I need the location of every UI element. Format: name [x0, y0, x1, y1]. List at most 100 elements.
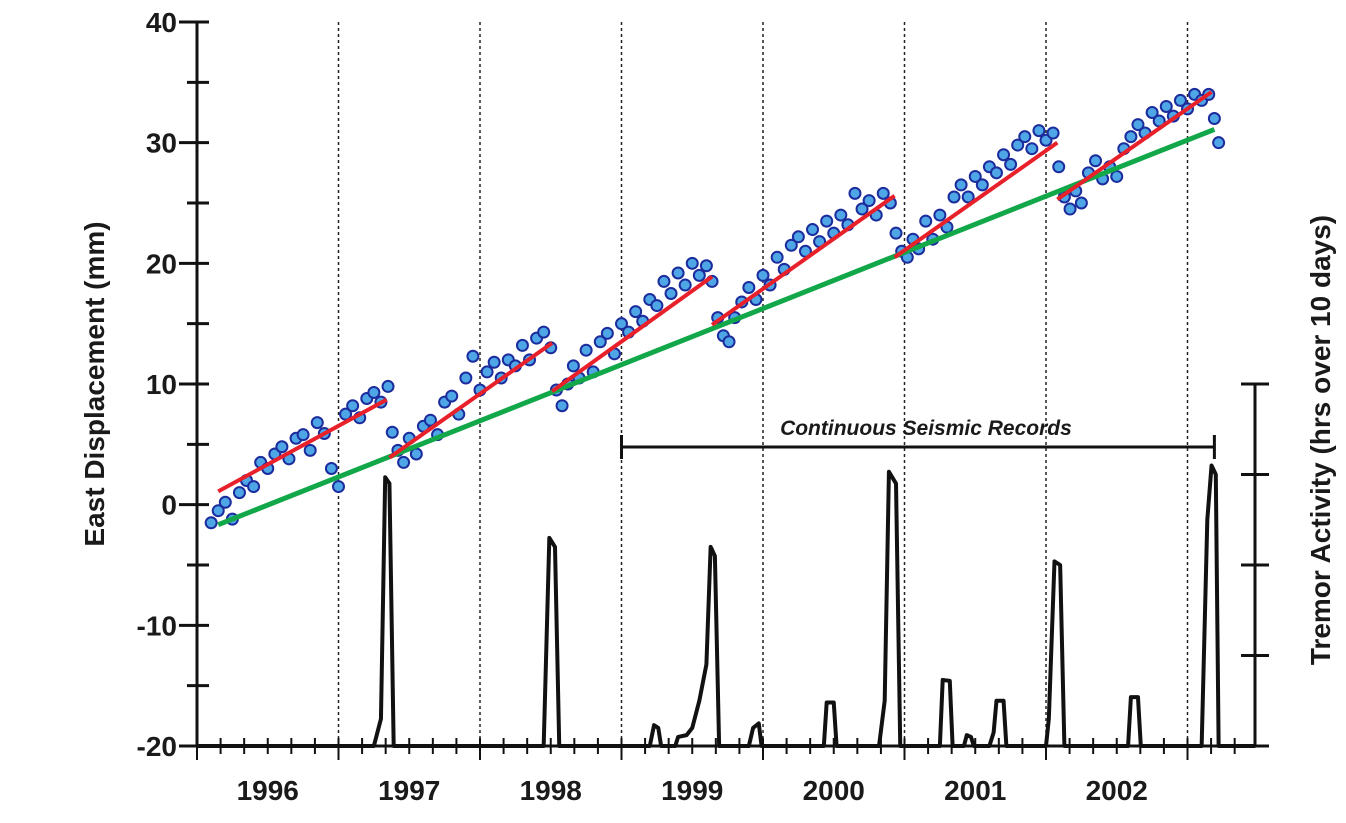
gps-point	[1207, 112, 1221, 126]
y-tick-label: 20	[146, 248, 177, 279]
gps-point	[1018, 130, 1032, 144]
gps-point	[204, 516, 218, 530]
gps-point	[275, 440, 289, 454]
red-fit-segment	[710, 194, 896, 327]
gps-point	[600, 326, 614, 340]
red-fit-segment	[1056, 90, 1213, 202]
gps-point	[1032, 124, 1046, 138]
tremor-series	[197, 463, 1256, 748]
gps-point	[722, 335, 736, 349]
gps-point	[961, 190, 975, 204]
tremor-line	[197, 463, 1256, 748]
y-tick-label: -20	[137, 731, 177, 762]
gps-point	[855, 202, 869, 216]
gps-point	[742, 280, 756, 294]
gps-point	[848, 186, 862, 200]
gps-point	[997, 148, 1011, 162]
gps-point	[385, 425, 399, 439]
gps-point	[303, 443, 317, 457]
y-axis-label: East Displacement (mm)	[79, 221, 110, 546]
gps-point	[919, 214, 933, 228]
gps-point	[367, 385, 381, 399]
gps-point	[989, 166, 1003, 180]
gps-point	[1089, 154, 1103, 168]
red-fit-segment	[893, 141, 1059, 259]
gps-point	[770, 250, 784, 264]
gps-point	[1173, 93, 1187, 107]
gps-point	[339, 407, 353, 421]
gps-point	[1046, 126, 1060, 140]
y-tick-label: 10	[146, 369, 177, 400]
red-fit-segment	[388, 341, 554, 460]
gps-point	[1131, 118, 1145, 132]
gps-point	[1025, 142, 1039, 156]
annotation-label: Continuous Seismic Records	[780, 417, 1072, 440]
gps-point	[346, 399, 360, 413]
y2-axis-label: Tremor Activity (hrs over 10 days)	[1305, 215, 1336, 665]
gps-point	[247, 480, 261, 494]
gps-point	[664, 287, 678, 300]
gps-point	[947, 190, 961, 204]
x-tick-labels: 1996 1997 1998 1999 2000 2001 2002	[237, 775, 1148, 806]
gps-point	[1052, 160, 1066, 174]
gps-point	[487, 355, 501, 369]
gps-point	[1063, 202, 1077, 216]
gps-point	[445, 389, 459, 403]
gps-point	[685, 256, 699, 270]
gps-point	[629, 305, 643, 319]
gps-point	[593, 335, 607, 349]
x-tick-label: 2001	[944, 775, 1006, 806]
gps-point	[423, 413, 437, 427]
gps-point	[615, 317, 628, 331]
gps-point	[806, 223, 820, 237]
gps-point	[566, 359, 580, 373]
gps-point	[933, 208, 947, 222]
x-tick-label: 1999	[661, 775, 723, 806]
gps-point	[954, 178, 968, 192]
gps-point	[1212, 136, 1226, 150]
gps-point	[756, 268, 770, 282]
gps-point	[862, 194, 876, 208]
gps-point	[381, 379, 395, 393]
gps-point	[332, 480, 345, 494]
red-fit-segment	[217, 397, 388, 494]
gps-point	[310, 416, 324, 430]
gps-point	[820, 214, 834, 228]
y-tick-label: 40	[146, 7, 177, 38]
gps-point	[784, 238, 798, 252]
x-tick-label: 1998	[520, 775, 582, 806]
gps-point	[480, 365, 494, 379]
gps-point	[211, 504, 225, 518]
x-tick-label: 1997	[378, 775, 440, 806]
gps-point	[1011, 138, 1025, 152]
x-tick-label: 1996	[237, 775, 299, 806]
gps-point	[459, 371, 473, 385]
gps-point	[296, 428, 310, 442]
gps-point	[699, 259, 713, 273]
x-tick-label: 2000	[803, 775, 865, 806]
gps-point	[1110, 169, 1124, 183]
gps-point	[1159, 99, 1173, 113]
gps-point	[692, 268, 706, 282]
y-tick-label: -10	[137, 610, 177, 641]
x-tick-label: 2002	[1086, 775, 1148, 806]
gps-point	[1004, 157, 1018, 171]
seismic-records-annotation: Continuous Seismic Records	[620, 417, 1216, 459]
gps-point	[791, 230, 805, 244]
gps-points	[204, 87, 1226, 530]
gps-point	[397, 455, 411, 469]
gps-point	[657, 274, 671, 288]
gps-point	[671, 266, 685, 280]
gps-point	[889, 226, 903, 240]
gps-point	[1074, 196, 1088, 210]
gps-point	[650, 299, 664, 313]
gps-point	[537, 325, 551, 339]
gps-point	[1124, 130, 1138, 144]
gps-point	[876, 186, 890, 200]
gps-point	[515, 338, 529, 352]
gps-point	[579, 343, 593, 357]
axes	[179, 20, 1269, 760]
green-trend-line	[217, 127, 1216, 528]
gps-point	[1145, 106, 1159, 119]
